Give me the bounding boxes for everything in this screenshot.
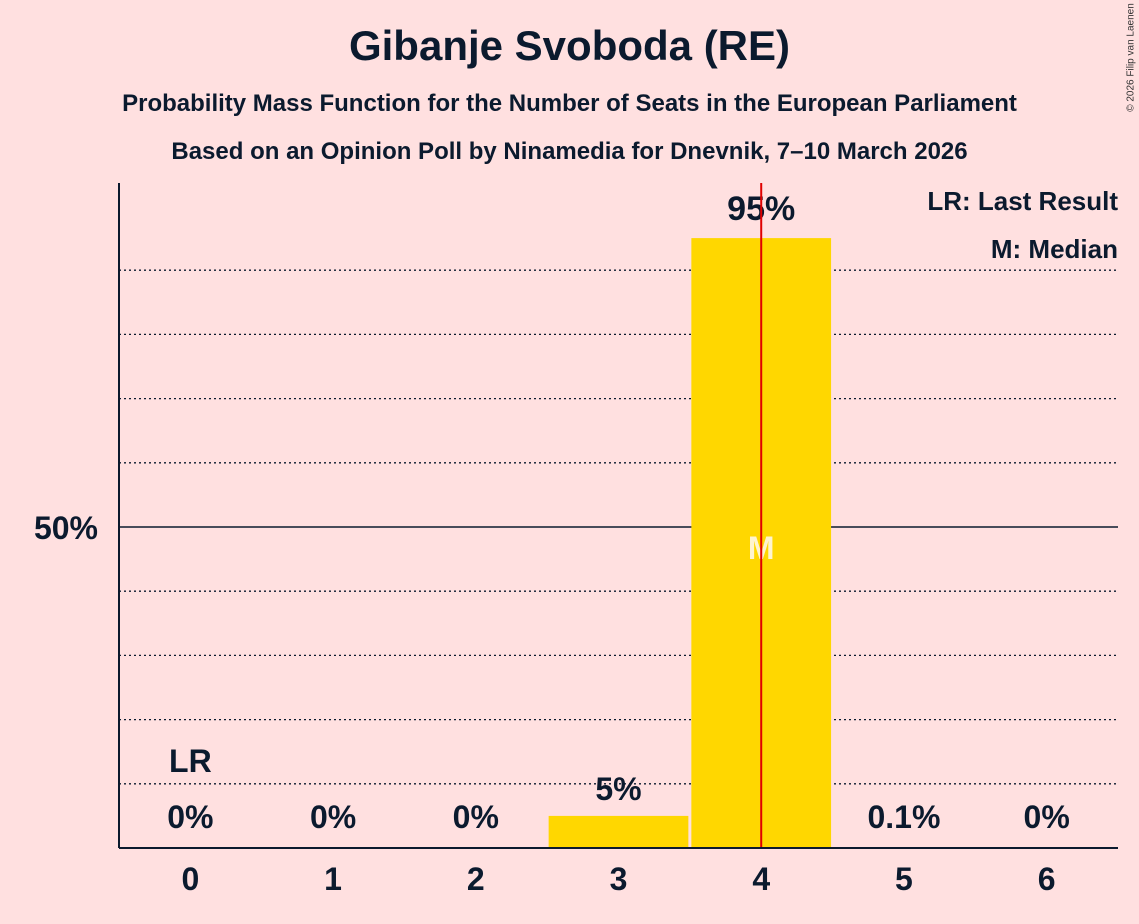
bar-value-label: 0% bbox=[167, 799, 213, 835]
bar-value-label: 5% bbox=[595, 771, 641, 807]
chart-subtitle: Probability Mass Function for the Number… bbox=[122, 90, 1017, 117]
x-tick-label: 1 bbox=[324, 861, 342, 897]
legend-entry: M: Median bbox=[991, 234, 1118, 264]
bar bbox=[548, 815, 689, 848]
bar-value-label: 0% bbox=[1024, 799, 1070, 835]
bar-value-label: 0.1% bbox=[867, 799, 940, 835]
x-tick-label: 5 bbox=[895, 861, 913, 897]
last-result-marker: LR bbox=[169, 743, 212, 779]
x-tick-label: 3 bbox=[610, 861, 628, 897]
y-tick-label: 50% bbox=[34, 510, 98, 546]
bar-value-label: 0% bbox=[453, 799, 499, 835]
chart-title: Gibanje Svoboda (RE) bbox=[348, 22, 791, 69]
x-tick-label: 4 bbox=[752, 861, 770, 897]
bar-value-label: 0% bbox=[310, 799, 356, 835]
x-tick-label: 6 bbox=[1038, 861, 1056, 897]
x-tick-label: 0 bbox=[181, 861, 199, 897]
legend-entry: LR: Last Result bbox=[927, 186, 1118, 216]
chart-source: Based on an Opinion Poll by Ninamedia fo… bbox=[171, 138, 968, 165]
x-tick-label: 2 bbox=[467, 861, 485, 897]
